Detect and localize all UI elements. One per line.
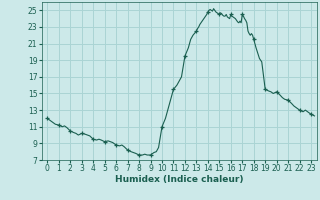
X-axis label: Humidex (Indice chaleur): Humidex (Indice chaleur) xyxy=(115,175,244,184)
